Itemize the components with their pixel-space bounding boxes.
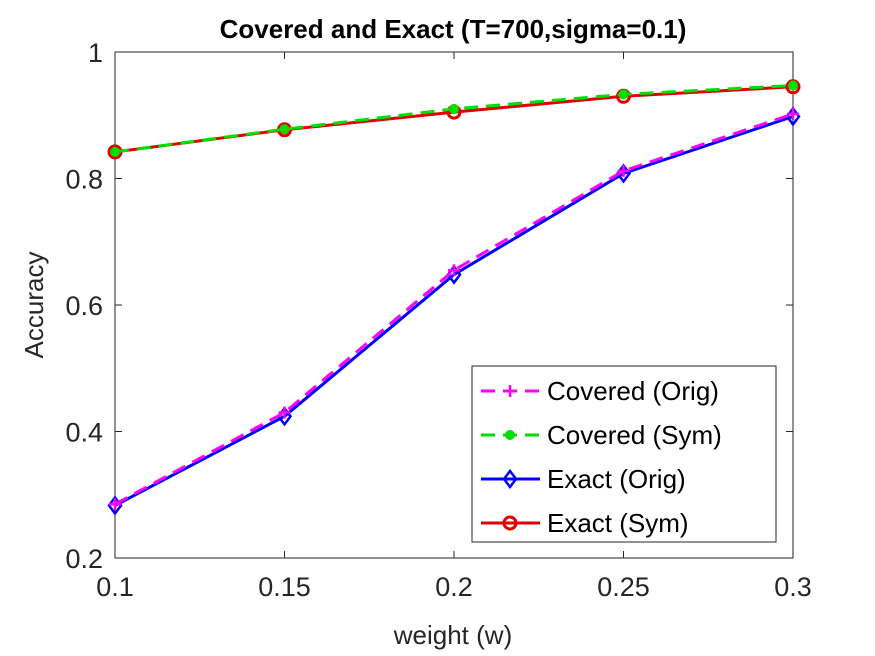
- data-point-covered-orig: [278, 406, 291, 419]
- x-tick-label: 0.3: [774, 572, 812, 602]
- legend-label-exact-orig: Exact (Orig): [547, 464, 686, 494]
- x-axis-label: weight (w): [393, 620, 512, 650]
- legend-label-covered-sym: Covered (Sym): [547, 420, 722, 450]
- series-line-covered-orig: [114, 112, 794, 506]
- y-tick-label: 0.8: [65, 165, 103, 195]
- data-point-covered-sym: [788, 80, 798, 91]
- legend-marker-exact-sym: [502, 515, 518, 531]
- series-layer: [107, 79, 801, 516]
- x-tick-label: 0.2: [435, 572, 473, 602]
- x-tick-label: 0.25: [597, 572, 650, 602]
- legend-marker-covered-orig: [504, 385, 516, 397]
- data-point-covered-sym: [279, 124, 290, 135]
- data-point-covered-orig: [448, 264, 460, 277]
- y-tick-label: 0.4: [65, 418, 103, 448]
- legend-label-covered-orig: Covered (Orig): [547, 376, 719, 406]
- data-point-covered-orig: [109, 498, 121, 511]
- x-tick-label: 0.15: [258, 572, 311, 602]
- series-covered-orig: [109, 107, 799, 511]
- data-point-covered-sym: [618, 89, 629, 100]
- data-point-covered-orig: [787, 107, 799, 120]
- legend-label-exact-sym: Exact (Sym): [547, 508, 689, 538]
- y-tick-label: 0.6: [65, 291, 103, 321]
- data-point-covered-sym: [110, 146, 120, 157]
- legend-box: [471, 365, 777, 543]
- data-point-covered-orig: [617, 164, 630, 177]
- y-axis-label: Accuracy: [19, 252, 49, 359]
- data-point-covered-sym: [449, 103, 459, 114]
- series-covered-sym: [110, 80, 798, 157]
- y-tick-label: 0.2: [65, 544, 103, 574]
- legend-marker-exact-orig: [502, 468, 518, 490]
- x-tick-label: 0.1: [96, 572, 134, 602]
- legend-marker-covered-sym: [505, 430, 515, 440]
- chart-title: Covered and Exact (T=700,sigma=0.1): [220, 14, 687, 44]
- legend: Covered (Orig) Covered (Sym) Exact (Orig) E…: [471, 365, 777, 543]
- axis-ticks: 0.1 0.15 0.2 0.25 0.3 0.2 0.4 0.6 0.8 1: [65, 38, 811, 602]
- y-tick-label: 1: [88, 38, 103, 68]
